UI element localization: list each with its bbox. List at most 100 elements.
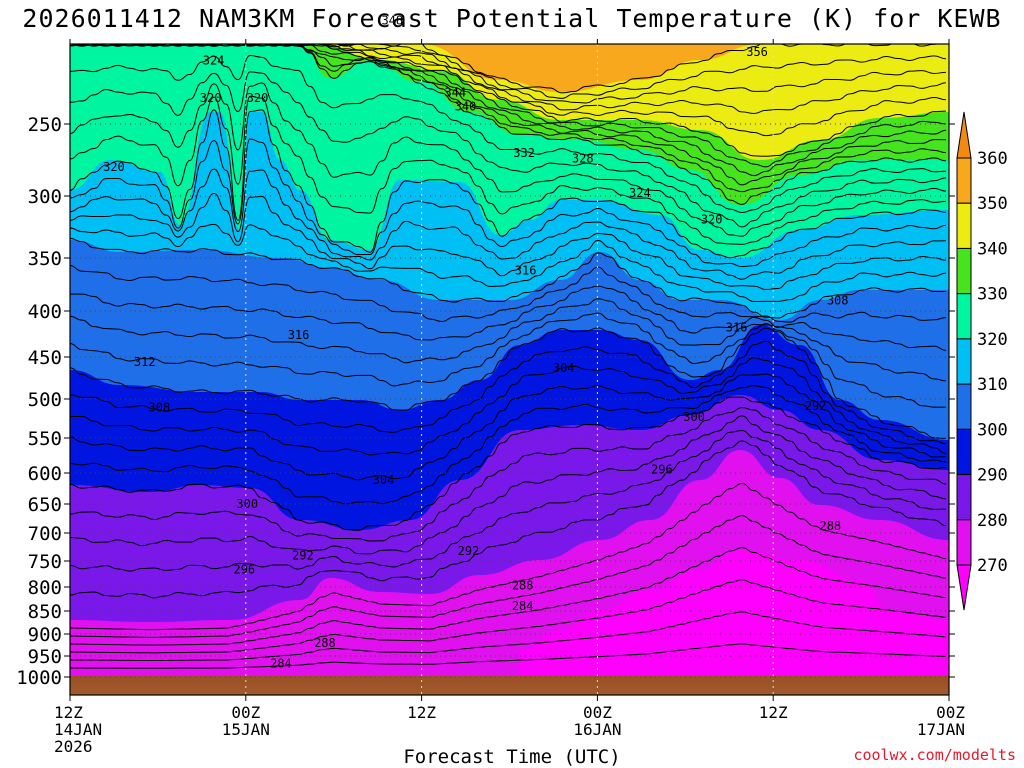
x-tick-label: 2026 bbox=[54, 737, 93, 756]
y-tick-label: 800 bbox=[28, 577, 62, 599]
contour-label: 328 bbox=[572, 152, 594, 166]
contour-line bbox=[70, 71, 947, 228]
contour-line bbox=[70, 547, 947, 646]
x-tick-label: 14JAN bbox=[54, 720, 102, 739]
colorbar-label: 320 bbox=[977, 330, 1008, 350]
x-tick-label: 17JAN bbox=[917, 720, 965, 739]
contour-line bbox=[70, 138, 947, 268]
contour-label: 324 bbox=[203, 54, 225, 68]
contour-label: 308 bbox=[827, 293, 849, 307]
contour-line bbox=[70, 285, 947, 351]
x-tick-label: 16JAN bbox=[573, 720, 621, 739]
contour-line bbox=[70, 415, 947, 555]
colorbar-bottom-triangle bbox=[956, 564, 972, 611]
contour-line bbox=[70, 396, 947, 531]
contour-line bbox=[70, 373, 947, 481]
contour-line bbox=[70, 44, 947, 99]
contour-label: 320 bbox=[247, 91, 269, 105]
theta-field bbox=[70, 44, 949, 695]
contour-label: 340 bbox=[455, 100, 477, 114]
contour-line bbox=[70, 192, 947, 290]
contour-line bbox=[70, 168, 947, 280]
colorbar-band bbox=[956, 293, 972, 340]
contour-label: 288 bbox=[512, 578, 534, 592]
colorbar-label: 290 bbox=[977, 466, 1008, 486]
source-credit: coolwx.com/modelts bbox=[853, 746, 1016, 764]
y-tick-label: 600 bbox=[28, 463, 62, 485]
colorbar-band bbox=[956, 428, 972, 476]
y-tick-label: 450 bbox=[28, 347, 62, 369]
x-tick-label: 12Z bbox=[407, 703, 436, 722]
contour-label: 320 bbox=[103, 160, 125, 174]
contour-label: 300 bbox=[236, 497, 258, 511]
contour-line bbox=[70, 265, 947, 323]
contour-line bbox=[70, 430, 947, 572]
contour-label: 320 bbox=[701, 213, 723, 227]
contour-line bbox=[70, 643, 947, 669]
contour-line bbox=[84, 44, 947, 104]
x-tick-label: 00Z bbox=[231, 703, 260, 722]
colorbar-label: 330 bbox=[977, 285, 1008, 305]
colorbar-band bbox=[956, 383, 972, 430]
contour-label: 292 bbox=[458, 544, 480, 558]
colorbar-label: 280 bbox=[977, 511, 1008, 531]
contour-label: 292 bbox=[292, 548, 314, 562]
y-tick-label: 400 bbox=[28, 301, 62, 323]
colorbar-top-triangle bbox=[956, 111, 972, 159]
contour-label: 296 bbox=[651, 463, 673, 477]
y-tick-label: 750 bbox=[28, 551, 62, 573]
contour-label: 356 bbox=[746, 45, 768, 59]
colorbar-label: 360 bbox=[977, 149, 1008, 169]
contour-label: 292 bbox=[805, 399, 827, 413]
y-tick-label: 500 bbox=[28, 389, 62, 411]
contour-label: 284 bbox=[270, 657, 292, 671]
colorbar-band bbox=[956, 202, 972, 249]
contour-line bbox=[70, 385, 947, 505]
terrain-ground bbox=[70, 676, 949, 695]
contour-line bbox=[70, 44, 947, 205]
contour-label: 316 bbox=[288, 328, 310, 342]
x-tick-label: 00Z bbox=[583, 703, 612, 722]
contour-line bbox=[70, 223, 947, 303]
contour-label: 296 bbox=[233, 562, 255, 576]
band-below-270 bbox=[520, 550, 949, 695]
y-tick-label: 850 bbox=[28, 601, 62, 623]
contour-line bbox=[70, 357, 947, 456]
contour-label: 316 bbox=[515, 264, 537, 278]
contour-label: 332 bbox=[513, 146, 535, 160]
contour-line bbox=[70, 327, 947, 439]
contour-line bbox=[70, 440, 947, 599]
y-tick-label: 700 bbox=[28, 523, 62, 545]
y-tick-label: 350 bbox=[28, 248, 62, 270]
contour-label: 320 bbox=[200, 91, 222, 105]
contour-line bbox=[70, 44, 947, 114]
contour-line bbox=[70, 611, 947, 662]
contour-line bbox=[70, 95, 947, 245]
contour-line bbox=[70, 109, 947, 259]
contour-label: 344 bbox=[444, 85, 466, 99]
contour-line bbox=[70, 482, 947, 631]
colorbar-label: 300 bbox=[977, 420, 1008, 440]
contour-label: 288 bbox=[819, 519, 841, 533]
contour-line bbox=[70, 44, 947, 193]
colorbar-label: 270 bbox=[977, 556, 1008, 576]
contour-label: 308 bbox=[149, 401, 171, 415]
y-tick-label: 550 bbox=[28, 428, 62, 450]
y-tick-label: 900 bbox=[28, 624, 62, 646]
contour-label: 288 bbox=[314, 636, 336, 650]
contour-line bbox=[70, 312, 947, 408]
contour-line bbox=[70, 579, 947, 654]
contour-label: 304 bbox=[373, 473, 395, 487]
contour-line bbox=[70, 54, 947, 214]
colorbar-label: 350 bbox=[977, 194, 1008, 214]
x-tick-label: 12Z bbox=[54, 703, 83, 722]
colorbar-label: 310 bbox=[977, 375, 1008, 395]
contour-line bbox=[70, 44, 947, 186]
contour-line bbox=[70, 82, 947, 237]
y-tick-label: 1000 bbox=[16, 667, 62, 689]
y-axis: 2503003504004505005506006507007508008509… bbox=[16, 114, 955, 689]
colorbar-band bbox=[956, 338, 972, 385]
contour-label: 316 bbox=[726, 321, 748, 335]
contour-label: 284 bbox=[512, 599, 534, 613]
